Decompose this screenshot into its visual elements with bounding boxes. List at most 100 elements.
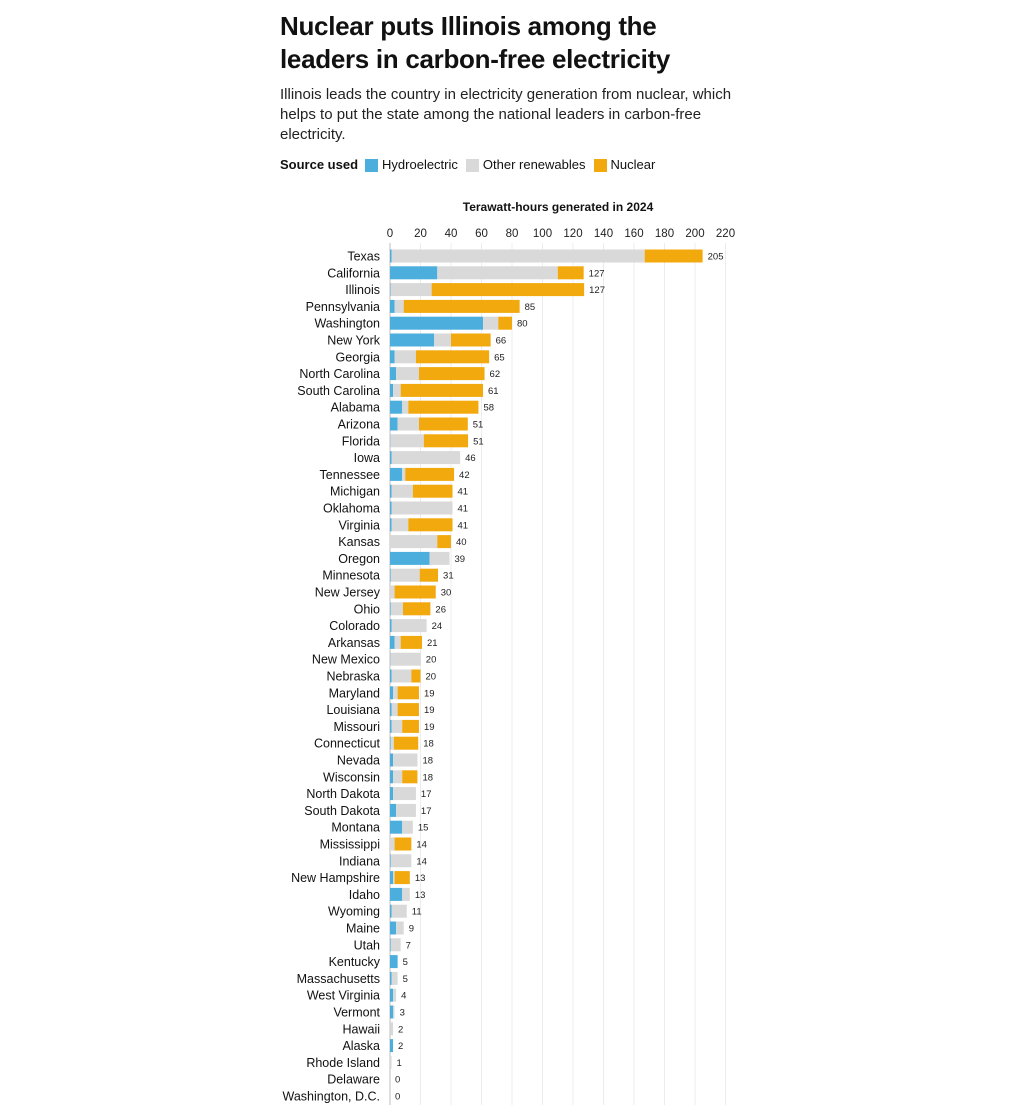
total-label-mississippi: 14: [416, 840, 427, 851]
state-label-west-virginia: West Virginia: [307, 989, 380, 1003]
bar-louisiana-hydroelectric: [390, 703, 392, 717]
bar-louisiana-other-renewables: [391, 703, 398, 717]
x-tick-label: 160: [624, 228, 643, 240]
bar-wisconsin-other-renewables: [393, 770, 403, 784]
bar-missouri-other-renewables: [391, 719, 403, 733]
bar-nevada-other-renewables: [393, 753, 418, 767]
state-label-wisconsin: Wisconsin: [323, 770, 380, 784]
total-label-maryland: 19: [424, 688, 435, 699]
total-label-illinois: 127: [589, 285, 605, 296]
bar-connecticut-other-renewables: [390, 736, 394, 750]
total-label-vermont: 3: [400, 1008, 405, 1019]
bar-new-jersey-other-renewables: [390, 585, 395, 599]
x-tick-label: 80: [506, 228, 519, 240]
total-label-montana: 15: [418, 823, 429, 834]
total-label-west-virginia: 4: [401, 991, 406, 1002]
state-label-hawaii: Hawaii: [342, 1022, 380, 1036]
chart-subtitle: Illinois leads the country in electricit…: [280, 86, 732, 143]
bar-vermont-hydroelectric: [390, 1005, 394, 1019]
bar-utah-other-renewables: [390, 938, 401, 952]
bar-colorado-hydroelectric: [390, 619, 392, 633]
bar-texas-nuclear: [644, 249, 703, 263]
state-label-oklahoma: Oklahoma: [323, 502, 380, 516]
bar-minnesota-nuclear: [419, 568, 439, 582]
state-label-nebraska: Nebraska: [327, 670, 381, 684]
bar-new-hampshire-hydroelectric: [390, 871, 394, 885]
x-tick-label: 20: [414, 228, 427, 240]
bar-hawaii-other-renewables: [390, 1022, 394, 1036]
bar-oregon-hydroelectric: [390, 551, 430, 565]
bar-georgia-hydroelectric: [390, 350, 395, 364]
state-label-alaska: Alaska: [342, 1039, 380, 1053]
legend-item-other-renewables: Other renewables: [465, 157, 586, 173]
bar-south-dakota-other-renewables: [396, 803, 416, 817]
bar-arizona-hydroelectric: [390, 417, 398, 431]
total-label-new-hampshire: 13: [415, 873, 426, 884]
bar-montana-other-renewables: [402, 820, 413, 834]
title-line-2: leaders in carbon-free electricity: [280, 44, 671, 74]
bar-maryland-nuclear: [397, 686, 419, 700]
bar-new-york-hydroelectric: [390, 333, 435, 347]
bar-maine-other-renewables: [396, 921, 404, 935]
total-label-new-jersey: 30: [441, 588, 452, 599]
state-label-minnesota: Minnesota: [322, 569, 380, 583]
state-label-south-dakota: South Dakota: [304, 804, 380, 818]
state-label-michigan: Michigan: [330, 485, 380, 499]
bar-north-carolina-other-renewables: [396, 367, 419, 381]
state-label-california: California: [327, 266, 380, 280]
legend-swatch-hydroelectric: [365, 158, 379, 172]
bar-new-jersey-nuclear: [394, 585, 436, 599]
legend-swatch-nuclear: [593, 158, 607, 172]
bar-west-virginia-other-renewables: [393, 988, 397, 1002]
x-axis: Terawatt-hours generated in 2024 0 20 40 60…: [387, 200, 735, 240]
bar-north-dakota-other-renewables: [393, 787, 416, 801]
bar-tennessee-other-renewables: [402, 467, 406, 481]
state-label-arizona: Arizona: [338, 418, 380, 432]
state-label-tennessee: Tennessee: [320, 468, 381, 482]
bar-wisconsin-nuclear: [402, 770, 418, 784]
bar-maryland-other-renewables: [393, 686, 398, 700]
bar-virginia-hydroelectric: [390, 518, 392, 532]
bar-alabama-nuclear: [408, 400, 479, 414]
state-label-iowa: Iowa: [354, 451, 380, 465]
bar-north-dakota-hydroelectric: [390, 787, 394, 801]
bar-missouri-hydroelectric: [390, 719, 392, 733]
total-label-kentucky: 5: [403, 957, 408, 968]
bar-minnesota-other-renewables: [390, 568, 420, 582]
total-label-louisiana: 19: [424, 705, 435, 716]
state-label-florida: Florida: [342, 434, 380, 448]
total-label-south-dakota: 17: [421, 806, 432, 817]
state-label-montana: Montana: [331, 821, 380, 835]
total-label-pennsylvania: 85: [525, 302, 536, 313]
chart-title: Nuclear puts Illinois among the leaders …: [280, 10, 740, 76]
state-label-new-hampshire: New Hampshire: [291, 871, 380, 885]
bar-oklahoma-hydroelectric: [390, 501, 392, 515]
total-label-indiana: 14: [416, 856, 427, 867]
bar-colorado-other-renewables: [391, 619, 427, 633]
bar-tennessee-hydroelectric: [390, 467, 403, 481]
state-label-maryland: Maryland: [329, 686, 380, 700]
total-label-iowa: 46: [465, 453, 476, 464]
bar-pennsylvania-hydroelectric: [390, 299, 395, 313]
bar-texas-hydroelectric: [390, 249, 392, 263]
bar-ohio-other-renewables: [390, 602, 403, 616]
bar-north-carolina-hydroelectric: [390, 367, 397, 381]
state-label-virginia: Virginia: [339, 518, 381, 532]
total-label-alabama: 58: [483, 403, 494, 414]
state-label-ohio: Ohio: [354, 602, 380, 616]
bar-alabama-hydroelectric: [390, 400, 403, 414]
x-axis-title: Terawatt-hours generated in 2024: [463, 200, 654, 214]
total-label-delaware: 0: [395, 1075, 400, 1086]
total-label-nevada: 18: [422, 756, 433, 767]
total-label-washington-d-c: 0: [395, 1092, 400, 1103]
total-label-georgia: 65: [494, 352, 505, 363]
state-label-south-carolina: South Carolina: [297, 384, 380, 398]
bar-indiana-hydroelectric: [390, 854, 391, 868]
state-label-mississippi: Mississippi: [320, 838, 380, 852]
total-label-idaho: 13: [415, 890, 426, 901]
bar-michigan-nuclear: [412, 484, 453, 498]
total-label-rhode-island: 1: [397, 1058, 402, 1069]
bar-alaska-hydroelectric: [390, 1039, 394, 1053]
x-tick-label: 60: [475, 228, 488, 240]
bar-georgia-nuclear: [415, 350, 490, 364]
